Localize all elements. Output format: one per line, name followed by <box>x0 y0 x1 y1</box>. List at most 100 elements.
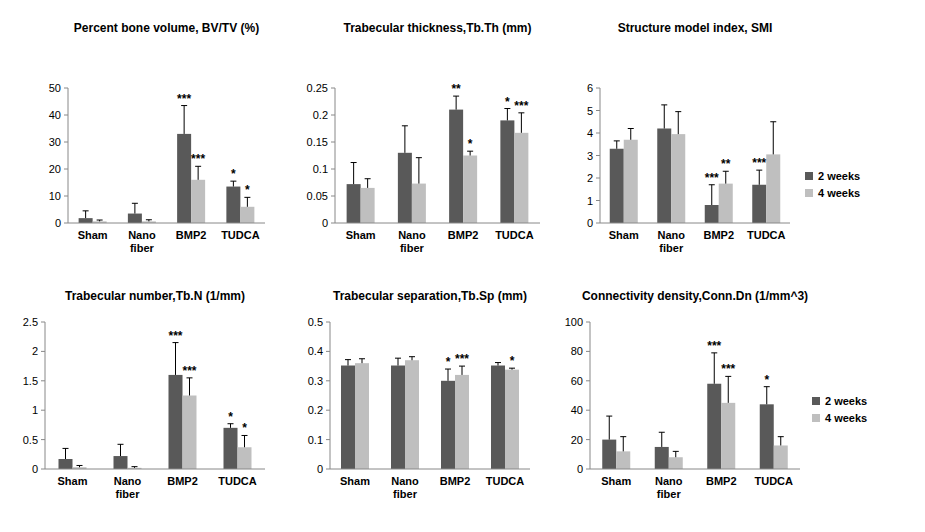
tick <box>596 223 600 224</box>
bar <box>391 366 405 469</box>
error-bar <box>467 151 473 155</box>
bar <box>610 149 624 223</box>
category-label: TUDCA <box>486 475 525 487</box>
bar <box>500 120 514 223</box>
label-line: fiber <box>400 242 425 254</box>
panel: Trabecular separation,Tb.Sp (mm)00.10.20… <box>308 289 530 500</box>
title: Connectivity density,Conn.Dn (1/mm^3) <box>582 289 808 303</box>
category-label: Sham <box>78 229 108 241</box>
bar <box>491 366 505 469</box>
legend: 2 weeks4 weeks <box>805 170 860 199</box>
bar <box>455 375 469 469</box>
tick-label: 1 <box>32 404 38 416</box>
tick-label: 2.5 <box>23 316 38 328</box>
bar <box>405 360 419 469</box>
significance: ** <box>721 157 731 171</box>
annotations: ******* <box>707 339 769 387</box>
error-bar <box>675 112 681 135</box>
label-line: Sham <box>346 229 376 241</box>
tick <box>326 439 330 440</box>
error-bar <box>83 211 89 218</box>
label-line: fiber <box>659 242 684 254</box>
legend: 2 weeks4 weeks <box>812 395 867 424</box>
category-label: BMP2 <box>706 475 737 487</box>
annotations: ***** <box>446 352 515 369</box>
bar <box>114 456 128 469</box>
error-bar <box>659 432 665 447</box>
bar <box>224 428 238 469</box>
significance: * <box>245 183 250 197</box>
y-axis <box>335 88 336 223</box>
tick <box>64 169 68 170</box>
bar <box>347 184 361 223</box>
tick-label: 2 <box>32 345 38 357</box>
tick-label: 0.2 <box>308 404 323 416</box>
tick-label: 5 <box>587 105 593 117</box>
error-bar <box>409 357 415 361</box>
panel: Trabecular number,Tb.N (1/mm)00.511.522.… <box>23 289 265 500</box>
label-line: fiber <box>116 488 141 500</box>
error-bar <box>416 158 422 184</box>
panel: Structure model index, SMI0123456*******… <box>587 21 860 254</box>
category-label: TUDCA <box>218 475 257 487</box>
tick <box>586 380 590 381</box>
bar <box>669 457 683 469</box>
category-label: Nanofiber <box>658 229 686 254</box>
error-bar <box>402 126 408 153</box>
tick <box>64 142 68 143</box>
x-axis <box>45 469 265 470</box>
bar <box>412 184 426 223</box>
plot-area <box>610 105 781 223</box>
annotations: ******* <box>451 82 528 151</box>
significance: *** <box>191 152 205 166</box>
label-line: TUDCA <box>495 229 534 241</box>
error-bar <box>445 369 451 381</box>
tick-label: 40 <box>571 404 583 416</box>
error-bar <box>628 129 634 140</box>
significance: *** <box>705 171 719 185</box>
tick <box>41 410 45 411</box>
tick <box>331 88 335 89</box>
bar <box>226 187 240 223</box>
significance: * <box>764 373 769 387</box>
label-line: TUDCA <box>755 475 794 487</box>
x-axis <box>600 223 790 224</box>
category-label: Sham <box>346 229 376 241</box>
tick-label: 1.5 <box>23 375 38 387</box>
significance: * <box>468 137 473 151</box>
bar <box>169 375 183 469</box>
label-line: fiber <box>657 488 682 500</box>
legend-swatch <box>812 414 820 422</box>
tick <box>326 380 330 381</box>
bar <box>183 396 197 470</box>
label-line: Sham <box>609 229 639 241</box>
error-bar <box>614 141 620 149</box>
plot-area <box>347 96 529 223</box>
significance: *** <box>707 339 721 353</box>
tick-label: 0 <box>587 217 593 229</box>
significance: * <box>505 95 510 109</box>
error-bar <box>453 96 459 110</box>
tick <box>41 469 45 470</box>
tick-label: 20 <box>571 434 583 446</box>
significance: * <box>510 354 515 368</box>
label-line: Nano <box>398 229 426 241</box>
legend-swatch <box>805 189 813 197</box>
error-bar <box>518 113 524 133</box>
tick-label: 0.2 <box>313 109 328 121</box>
x-axis <box>330 469 530 470</box>
legend-label: 2 weeks <box>825 395 867 407</box>
bar <box>341 366 355 469</box>
category-label: BMP2 <box>167 475 198 487</box>
tick-label: 0.05 <box>307 190 328 202</box>
bar <box>240 207 254 223</box>
error-bar <box>97 220 103 221</box>
error-bar <box>77 465 83 467</box>
legend-label: 2 weeks <box>818 170 860 182</box>
significance: ** <box>451 82 461 96</box>
panel: Connectivity density,Conn.Dn (1/mm^3)020… <box>565 289 868 500</box>
error-bar <box>359 359 365 363</box>
tick <box>326 410 330 411</box>
tick-label: 80 <box>571 345 583 357</box>
tick-label: 0 <box>322 217 328 229</box>
